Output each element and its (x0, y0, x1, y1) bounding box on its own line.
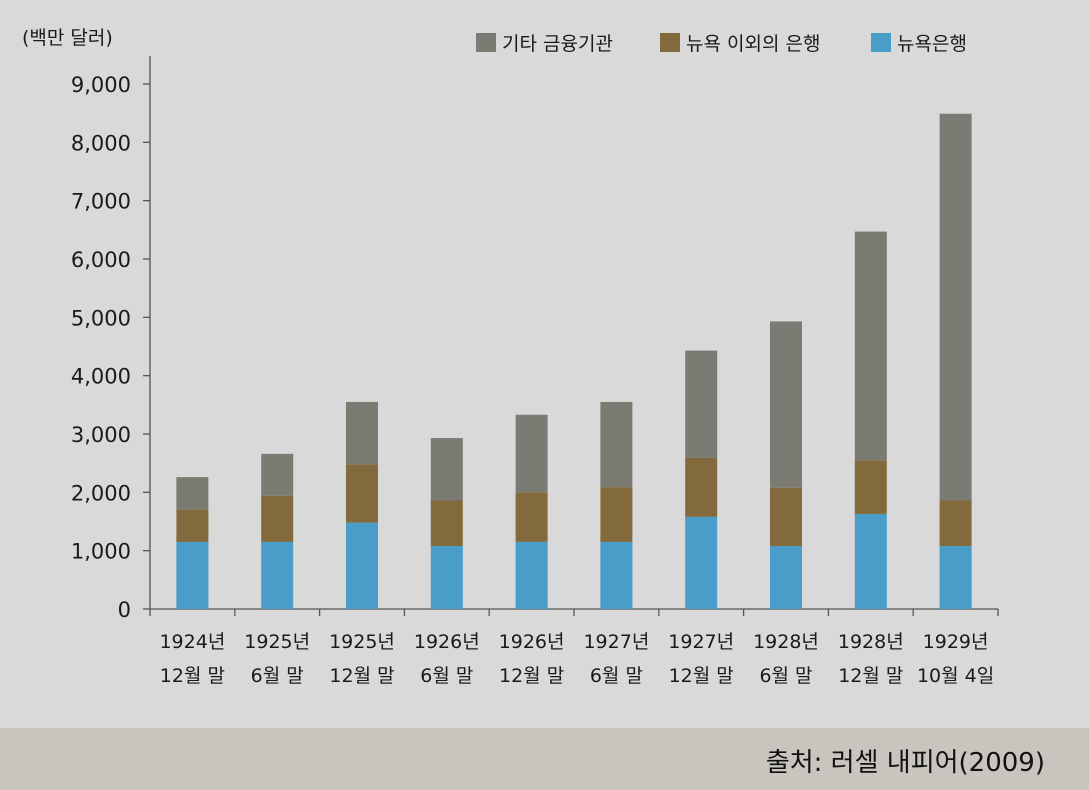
bar-segment-nyc-banks (939, 546, 972, 609)
x-category-label-year: 1926년 (414, 631, 480, 653)
bar-segment-non-nyc-banks (770, 487, 802, 546)
bar-segment-nyc-banks (854, 513, 887, 609)
bar-segment-non-nyc-banks (176, 509, 209, 542)
y-tick-label: 5,000 (71, 306, 131, 330)
y-tick-label: 7,000 (71, 190, 131, 214)
bar-segment-other-institutions (854, 231, 887, 461)
bar-segment-nyc-banks (430, 546, 463, 609)
y-tick-label: 6,000 (71, 248, 131, 272)
bar-segment-other-institutions (770, 321, 802, 488)
x-category-label-date: 12월 말 (499, 665, 564, 687)
y-tick-label: 3,000 (71, 423, 131, 447)
legend-label: 뉴욕 이외의 은행 (686, 33, 820, 55)
bar-segment-nyc-banks (515, 541, 548, 609)
y-tick-label: 2,000 (71, 481, 131, 505)
bar-segment-other-institutions (600, 401, 633, 488)
x-category-label-year: 1926년 (499, 631, 565, 653)
bar-segment-non-nyc-banks (515, 492, 548, 542)
y-tick-label: 1,000 (71, 540, 131, 564)
x-category-label-year: 1924년 (159, 631, 225, 653)
x-category-label-date: 6월 말 (420, 665, 473, 687)
bar-segment-other-institutions (346, 401, 378, 465)
y-tick-label: 9,000 (71, 73, 131, 97)
bar-segment-non-nyc-banks (261, 495, 294, 542)
x-category-label-year: 1927년 (668, 631, 734, 653)
bar-segment-nyc-banks (600, 541, 633, 609)
source-text: 출처: 러셀 내피어(2009) (765, 748, 1045, 778)
bar-segment-nyc-banks (685, 516, 718, 609)
y-tick-label: 0 (118, 598, 131, 622)
x-category-label-year: 1928년 (838, 631, 904, 653)
legend-label: 기타 금융기관 (502, 33, 613, 55)
x-category-label-date: 6월 말 (590, 665, 643, 687)
bar-segment-non-nyc-banks (430, 500, 463, 546)
x-category-label-year: 1929년 (923, 631, 989, 653)
bar-segment-non-nyc-banks (854, 460, 887, 514)
bar-segment-other-institutions (430, 438, 463, 501)
bar-segment-other-institutions (939, 113, 972, 501)
legend-swatch (476, 33, 496, 52)
x-category-label-date: 10월 4일 (917, 665, 994, 687)
x-category-label-date: 12월 말 (838, 665, 903, 687)
x-category-label-date: 12월 말 (669, 665, 734, 687)
bar-segment-nyc-banks (176, 541, 209, 609)
bar-segment-other-institutions (261, 453, 294, 496)
x-category-label-date: 6월 말 (759, 665, 812, 687)
bar-segment-non-nyc-banks (600, 487, 633, 542)
bar-segment-nyc-banks (261, 541, 294, 609)
bar-segment-nyc-banks (346, 522, 378, 609)
x-category-label-year: 1928년 (753, 631, 819, 653)
x-category-label-year: 1927년 (583, 631, 649, 653)
bar-segment-nyc-banks (770, 546, 802, 609)
y-tick-label: 4,000 (71, 365, 131, 389)
bar-segment-other-institutions (685, 350, 718, 458)
x-category-label-date: 6월 말 (251, 665, 304, 687)
legend-swatch (871, 33, 891, 52)
bar-segment-non-nyc-banks (939, 500, 972, 546)
bar-segment-non-nyc-banks (346, 464, 378, 523)
bar-segment-other-institutions (176, 477, 209, 510)
stacked-bar-chart: (백만 달러) 0 1,000 2,000 3,000 4,000 5,000 6,000 7,… (22, 27, 999, 687)
x-category-label-year: 1925년 (329, 631, 395, 653)
bar-segment-non-nyc-banks (685, 457, 718, 517)
chart-area: (백만 달러) 0 1,000 2,000 3,000 4,000 5,000 6,000 7,… (22, 27, 999, 687)
x-category-label-year: 1925년 (244, 631, 310, 653)
y-tick-label: 8,000 (71, 131, 131, 155)
x-category-label-date: 12월 말 (160, 665, 225, 687)
bar-segment-other-institutions (515, 414, 548, 493)
x-category-label-date: 12월 말 (329, 665, 394, 687)
y-axis-unit-label: (백만 달러) (22, 27, 113, 49)
legend-swatch (660, 33, 680, 52)
legend-label: 뉴욕은행 (897, 33, 967, 55)
source-bar: 출처: 러셀 내피어(2009) (0, 728, 1089, 790)
